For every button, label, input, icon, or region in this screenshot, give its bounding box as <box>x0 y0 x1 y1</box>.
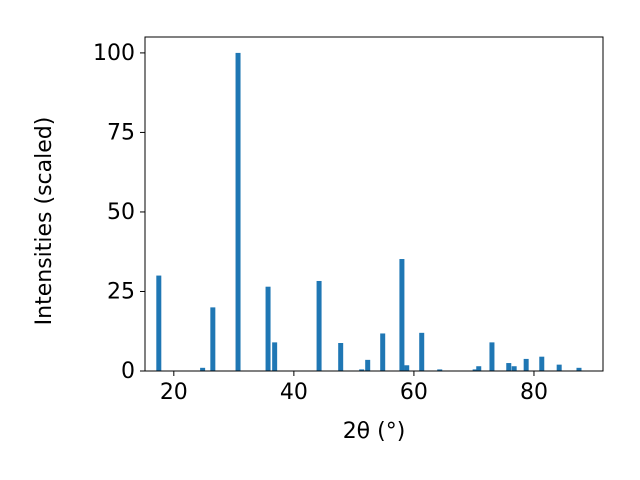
y-tick-label: 0 <box>121 359 135 384</box>
bar <box>556 364 562 371</box>
y-tick-label: 75 <box>107 120 135 145</box>
bar <box>210 307 216 371</box>
plot-frame <box>144 36 604 372</box>
bar <box>576 367 582 371</box>
bar <box>359 369 365 371</box>
bar <box>523 358 529 371</box>
y-tick-label: 100 <box>93 41 135 66</box>
bar <box>272 342 278 371</box>
y-axis-label: Intensities (scaled) <box>32 117 57 326</box>
bar <box>316 280 322 371</box>
x-axis-label: 2θ (°) <box>343 419 406 444</box>
x-tick-label: 40 <box>280 380 308 405</box>
bar <box>156 275 162 371</box>
x-tick-label: 20 <box>160 380 188 405</box>
y-tick-label: 25 <box>107 279 135 304</box>
bar <box>399 259 405 371</box>
bar <box>365 359 371 371</box>
bar <box>506 363 512 371</box>
x-tick-label: 80 <box>520 380 548 405</box>
bar <box>539 356 545 371</box>
bar <box>472 369 478 371</box>
bar <box>265 286 271 371</box>
bar <box>235 52 241 372</box>
bar <box>404 365 410 371</box>
bar <box>511 366 517 371</box>
y-tick-label: 50 <box>107 200 135 225</box>
bar <box>437 369 443 371</box>
bar <box>200 367 206 371</box>
bar <box>476 366 482 371</box>
bar <box>380 333 386 371</box>
x-tick-label: 60 <box>400 380 428 405</box>
bar <box>419 332 425 371</box>
bar <box>489 342 495 371</box>
bar <box>338 343 344 371</box>
